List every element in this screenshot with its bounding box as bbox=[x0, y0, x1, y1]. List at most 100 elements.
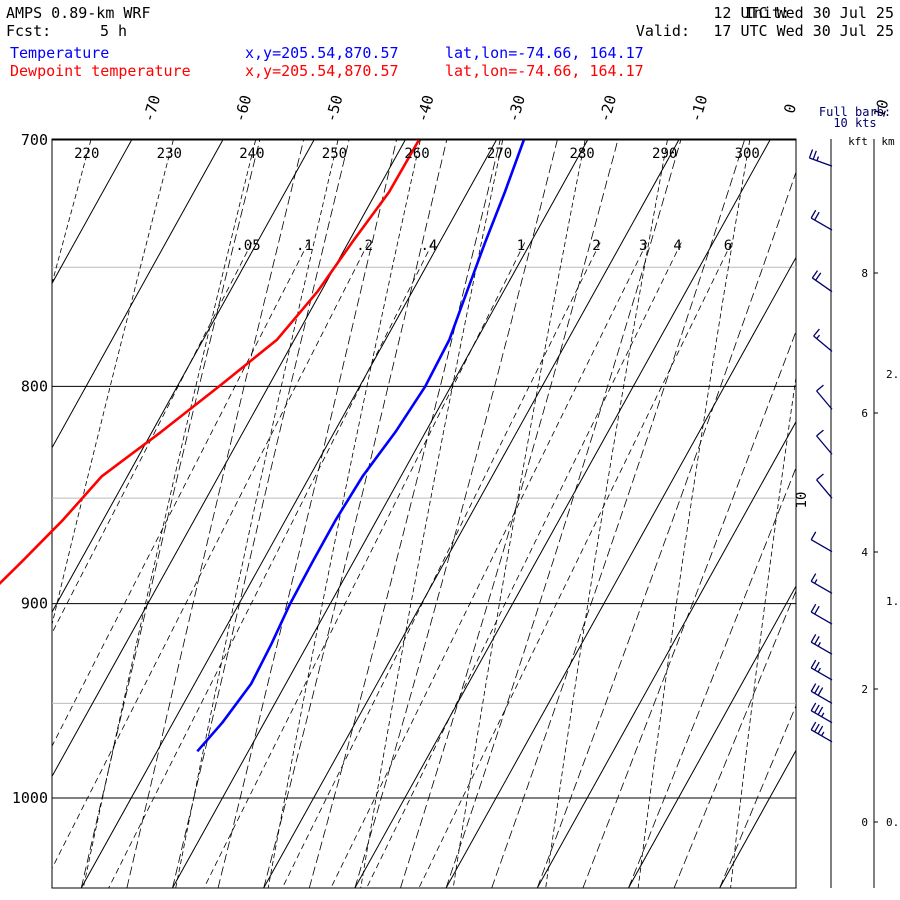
legend-temperature-name: Temperature bbox=[10, 44, 110, 62]
pressure-tick-label: 800 bbox=[21, 377, 48, 395]
moist-adiabat-line bbox=[308, 139, 501, 888]
legend-temperature-latlon: lat,lon=-74.66, 164.17 bbox=[445, 44, 644, 62]
mixing-ratio-line bbox=[203, 242, 526, 888]
mixing-ratio-line bbox=[52, 242, 309, 748]
isotherm-line bbox=[536, 420, 796, 888]
dry-adiabat-line bbox=[267, 139, 421, 888]
valid-label: Valid: bbox=[635, 22, 690, 40]
kft-tick-label: 0 bbox=[861, 816, 868, 829]
isotherm-label: -10 bbox=[687, 93, 712, 124]
wind-panel: Full barb:10 kts kft km 8 6 4 2 0 2. 1. 0. 10 bbox=[794, 105, 899, 888]
mixing-ratio-line bbox=[330, 242, 648, 888]
dry-adiabat-line bbox=[175, 139, 339, 888]
wind-barb bbox=[811, 270, 833, 293]
isotherm-label: 10 bbox=[870, 97, 892, 119]
moist-adiabat-line bbox=[536, 171, 796, 888]
moist-adiabat-line bbox=[491, 139, 746, 888]
isotherm-line bbox=[445, 256, 796, 888]
isotherm-label: -70 bbox=[139, 93, 164, 124]
series-layer bbox=[0, 139, 526, 753]
moist-adiabat-line bbox=[126, 139, 305, 888]
dry-adiabat-line bbox=[545, 139, 668, 888]
pressure-tick-label: 900 bbox=[21, 595, 48, 613]
dry-adiabat-label: 250 bbox=[322, 146, 347, 162]
wind-barb bbox=[810, 721, 833, 743]
mixing-ratio-label: 3 bbox=[639, 238, 647, 254]
legend-dewpoint-xy: x,y=205.54,870.57 bbox=[245, 62, 399, 80]
dry-adiabat-line bbox=[360, 139, 504, 888]
wind-barb bbox=[810, 634, 833, 655]
isotherm-label: -30 bbox=[504, 93, 529, 124]
wind-barb bbox=[810, 683, 833, 704]
moist-adiabat-line bbox=[217, 139, 398, 888]
wind-barb bbox=[810, 659, 833, 681]
dry-adiabat-line bbox=[52, 139, 174, 627]
isotherm-label: -20 bbox=[595, 93, 620, 124]
mixing-ratio-line bbox=[366, 242, 682, 888]
dry-adiabat-label: 260 bbox=[404, 146, 429, 162]
forecast-value: 5 h bbox=[100, 22, 128, 40]
moist-adiabat-line bbox=[719, 704, 796, 888]
legend-temperature-xy: x,y=205.54,870.57 bbox=[245, 44, 399, 62]
grid-layer bbox=[0, 138, 900, 889]
moist-adiabat-line bbox=[263, 139, 448, 888]
mixing-ratio-line bbox=[108, 242, 434, 888]
isotherm-label: 0 bbox=[780, 102, 800, 116]
isotherm-line bbox=[52, 139, 224, 449]
wind-scale-title: Full barb: bbox=[819, 105, 891, 119]
init-value: 12 UTC Wed 30 Jul 25 bbox=[713, 4, 894, 22]
model-title: AMPS 0.89-km WRF bbox=[6, 4, 151, 22]
mixing-ratio-line bbox=[52, 242, 369, 870]
wind-barb bbox=[810, 531, 833, 553]
wind-barb bbox=[810, 603, 833, 625]
isotherm-line bbox=[52, 139, 315, 614]
wind-barb bbox=[816, 473, 833, 499]
dry-adiabat-label: 300 bbox=[735, 146, 760, 162]
km-label: km bbox=[881, 135, 895, 148]
moist-adiabat-line bbox=[172, 139, 350, 888]
dry-adiabat-line bbox=[0, 140, 9, 888]
valid-value: 17 UTC Wed 30 Jul 25 bbox=[713, 22, 894, 40]
dry-adiabat-label: 230 bbox=[157, 146, 182, 162]
mixing-ratio-label: 1 bbox=[517, 238, 525, 254]
kft-tick-label: 2 bbox=[861, 683, 868, 696]
wind-barb bbox=[810, 209, 833, 231]
isotherm-line bbox=[354, 139, 771, 888]
legend-dewpoint-latlon: lat,lon=-74.66, 164.17 bbox=[445, 62, 644, 80]
isotherm-line bbox=[80, 139, 498, 888]
mixing-ratio-label: .1 bbox=[296, 238, 313, 254]
dry-adiabat-label: 220 bbox=[74, 146, 99, 162]
km-tick-label: 0. bbox=[886, 816, 899, 829]
pressure-tick-label: 1000 bbox=[12, 789, 48, 807]
moist-adiabat-line bbox=[445, 139, 682, 888]
isotherm-line bbox=[172, 139, 589, 888]
dry-adiabat-line bbox=[52, 139, 92, 285]
isotherm-line bbox=[719, 749, 796, 888]
dewpoint-profile-line bbox=[0, 139, 421, 585]
wind-barb bbox=[816, 429, 833, 455]
mixing-ratio-label: .2 bbox=[356, 238, 373, 254]
legend-dewpoint-name: Dewpoint temperature bbox=[10, 62, 191, 80]
isotherm-line bbox=[52, 139, 133, 285]
kft-tick-label: 8 bbox=[861, 267, 868, 280]
wind-barb bbox=[810, 702, 833, 724]
forecast-label: Fcst: bbox=[6, 22, 52, 40]
pressure-tick-label: 700 bbox=[21, 131, 48, 149]
moist-adiabat-line bbox=[400, 139, 619, 888]
dry-adiabat-line bbox=[730, 374, 796, 888]
label-layer: .05.1.2.4 1 2 3 4 6-70 -60 -50 -40 -30 -20 -10 0 1022… bbox=[12, 93, 893, 807]
moist-adiabat-line bbox=[673, 589, 796, 888]
temperature-profile-line bbox=[196, 139, 526, 753]
isotherm-line bbox=[0, 139, 41, 888]
mixing-ratio-label: 4 bbox=[673, 238, 681, 254]
dry-adiabat-line bbox=[637, 139, 751, 888]
wind-barb bbox=[810, 573, 833, 594]
plot-frame bbox=[51, 138, 797, 889]
mixing-ratio-line bbox=[418, 242, 732, 888]
dry-adiabat-line bbox=[823, 140, 900, 888]
moist-adiabat-line bbox=[354, 139, 558, 888]
wind-barb bbox=[808, 149, 833, 167]
mixing-ratio-label: .4 bbox=[421, 238, 438, 254]
wind-barb bbox=[816, 384, 833, 410]
